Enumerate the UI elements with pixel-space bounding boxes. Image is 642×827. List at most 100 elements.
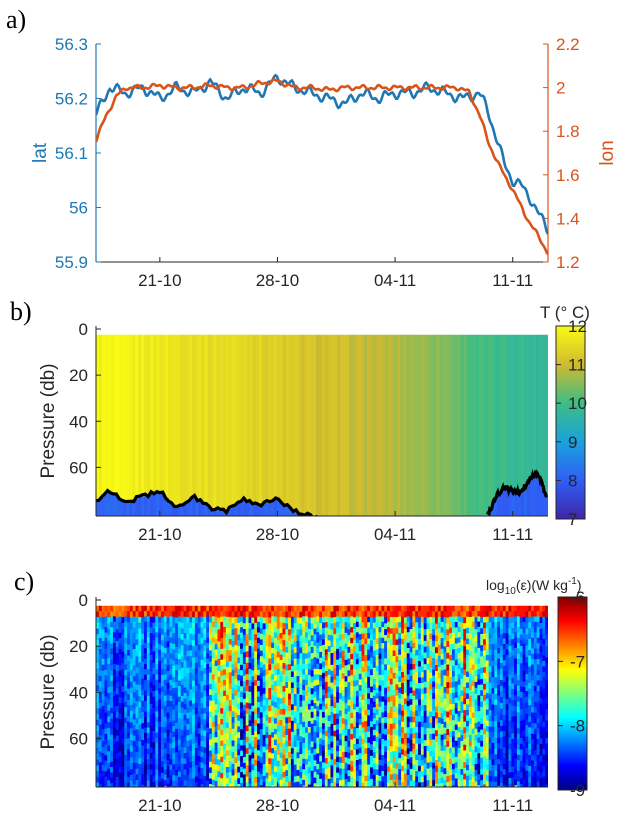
dissipation-cell — [319, 778, 323, 786]
dissipation-cell — [200, 611, 204, 618]
dissipation-cell — [395, 718, 399, 725]
dissipation-cell — [242, 652, 247, 659]
temperature-cell — [270, 500, 275, 516]
dissipation-cell — [457, 663, 462, 670]
dissipation-cell — [322, 717, 326, 724]
dissipation-cell — [420, 743, 425, 750]
dissipation-cell — [451, 605, 456, 612]
dissipation-cell — [285, 676, 289, 683]
dissipation-cell — [124, 733, 128, 740]
dissipation-cell — [296, 681, 300, 689]
temperature-cell — [141, 334, 145, 497]
dissipation-cell — [209, 694, 213, 702]
dissipation-cell — [203, 639, 207, 647]
dissipation-cell — [189, 739, 193, 746]
dissipation-cell — [468, 650, 473, 657]
dissipation-cell — [305, 653, 309, 660]
dissipation-cell — [358, 611, 363, 618]
dissipation-cell — [115, 717, 120, 725]
dissipation-cell — [432, 687, 436, 694]
dissipation-cell — [454, 654, 459, 661]
dissipation-cell — [477, 700, 481, 707]
dissipation-cell — [392, 728, 397, 735]
dissipation-cell — [389, 656, 394, 663]
dissipation-cell — [152, 708, 156, 715]
dissipation-cell — [296, 752, 300, 759]
dissipation-cell — [155, 669, 159, 676]
dissipation-cell — [129, 669, 134, 677]
dissipation-cell — [200, 724, 204, 731]
dissipation-cell — [319, 605, 323, 613]
dissipation-cell — [220, 708, 224, 715]
temperature-cell — [252, 502, 257, 516]
dissipation-cell — [194, 685, 199, 692]
dissipation-cell — [288, 740, 292, 747]
dissipation-cell — [158, 671, 162, 678]
dissipation-cell — [372, 617, 377, 624]
dissipation-cell — [463, 756, 467, 763]
pressure-tick-label: 40 — [69, 412, 88, 431]
temperature-cell — [96, 334, 100, 501]
dissipation-cell — [474, 734, 478, 742]
dissipation-cell — [183, 638, 187, 645]
dissipation-cell — [234, 734, 238, 742]
dissipation-cell — [146, 685, 151, 692]
dissipation-cell — [155, 695, 159, 702]
dissipation-cell — [290, 660, 295, 667]
dissipation-cell — [180, 769, 185, 776]
dissipation-cell — [440, 664, 445, 671]
dissipation-cell — [468, 633, 473, 641]
dissipation-cell — [149, 665, 154, 672]
dissipation-cell — [389, 785, 394, 787]
dissipation-cell — [237, 651, 241, 659]
dissipation-cell — [437, 605, 442, 612]
dissipation-cell — [144, 642, 148, 649]
dissipation-cell — [279, 654, 284, 661]
dissipation-cell — [347, 699, 351, 707]
dissipation-cell — [324, 660, 329, 667]
dissipation-cell — [194, 645, 199, 652]
dissipation-cell — [177, 680, 182, 687]
dissipation-cell — [141, 628, 145, 635]
dissipation-cell — [276, 754, 281, 762]
dissipation-cell — [288, 640, 292, 648]
dissipation-cell — [192, 720, 196, 728]
dissipation-cell — [381, 653, 385, 660]
dissipation-cell — [460, 678, 464, 686]
dissipation-cell — [169, 685, 173, 692]
dissipation-cell — [471, 664, 476, 671]
dissipation-cell — [285, 752, 289, 760]
dissipation-cell — [378, 669, 382, 676]
dissipation-cell — [435, 765, 439, 773]
dissipation-cell — [319, 709, 323, 716]
dissipation-cell — [197, 678, 202, 685]
dissipation-cell — [217, 771, 221, 778]
dissipation-cell — [203, 753, 207, 760]
dissipation-cell — [237, 760, 241, 768]
dissipation-cell — [463, 767, 467, 775]
dissipation-cell — [285, 687, 289, 695]
dissipation-cell — [443, 716, 447, 723]
dissipation-cell — [121, 703, 125, 710]
dissipation-cell — [426, 733, 430, 741]
dissipation-cell — [273, 728, 278, 735]
dissipation-cell — [285, 788, 288, 794]
temperature-cell — [138, 497, 142, 516]
dissipation-cell — [240, 632, 244, 639]
dissipation-cell — [172, 726, 176, 733]
dissipation-cell — [423, 763, 428, 770]
dissipation-cell — [160, 749, 165, 757]
dissipation-cell — [203, 793, 206, 799]
dissipation-cell — [200, 643, 204, 650]
dissipation-cell — [124, 675, 128, 681]
dissipation-cell — [324, 665, 329, 672]
dissipation-cell — [155, 780, 159, 787]
dissipation-cell — [375, 769, 380, 776]
dissipation-cell — [121, 623, 125, 630]
dissipation-cell — [146, 621, 151, 628]
dissipation-cell — [257, 744, 261, 751]
temperature-cell — [255, 503, 260, 516]
temperature-cell — [255, 334, 260, 504]
date-tick-label: 21-10 — [138, 525, 181, 544]
dissipation-cell — [135, 622, 139, 629]
